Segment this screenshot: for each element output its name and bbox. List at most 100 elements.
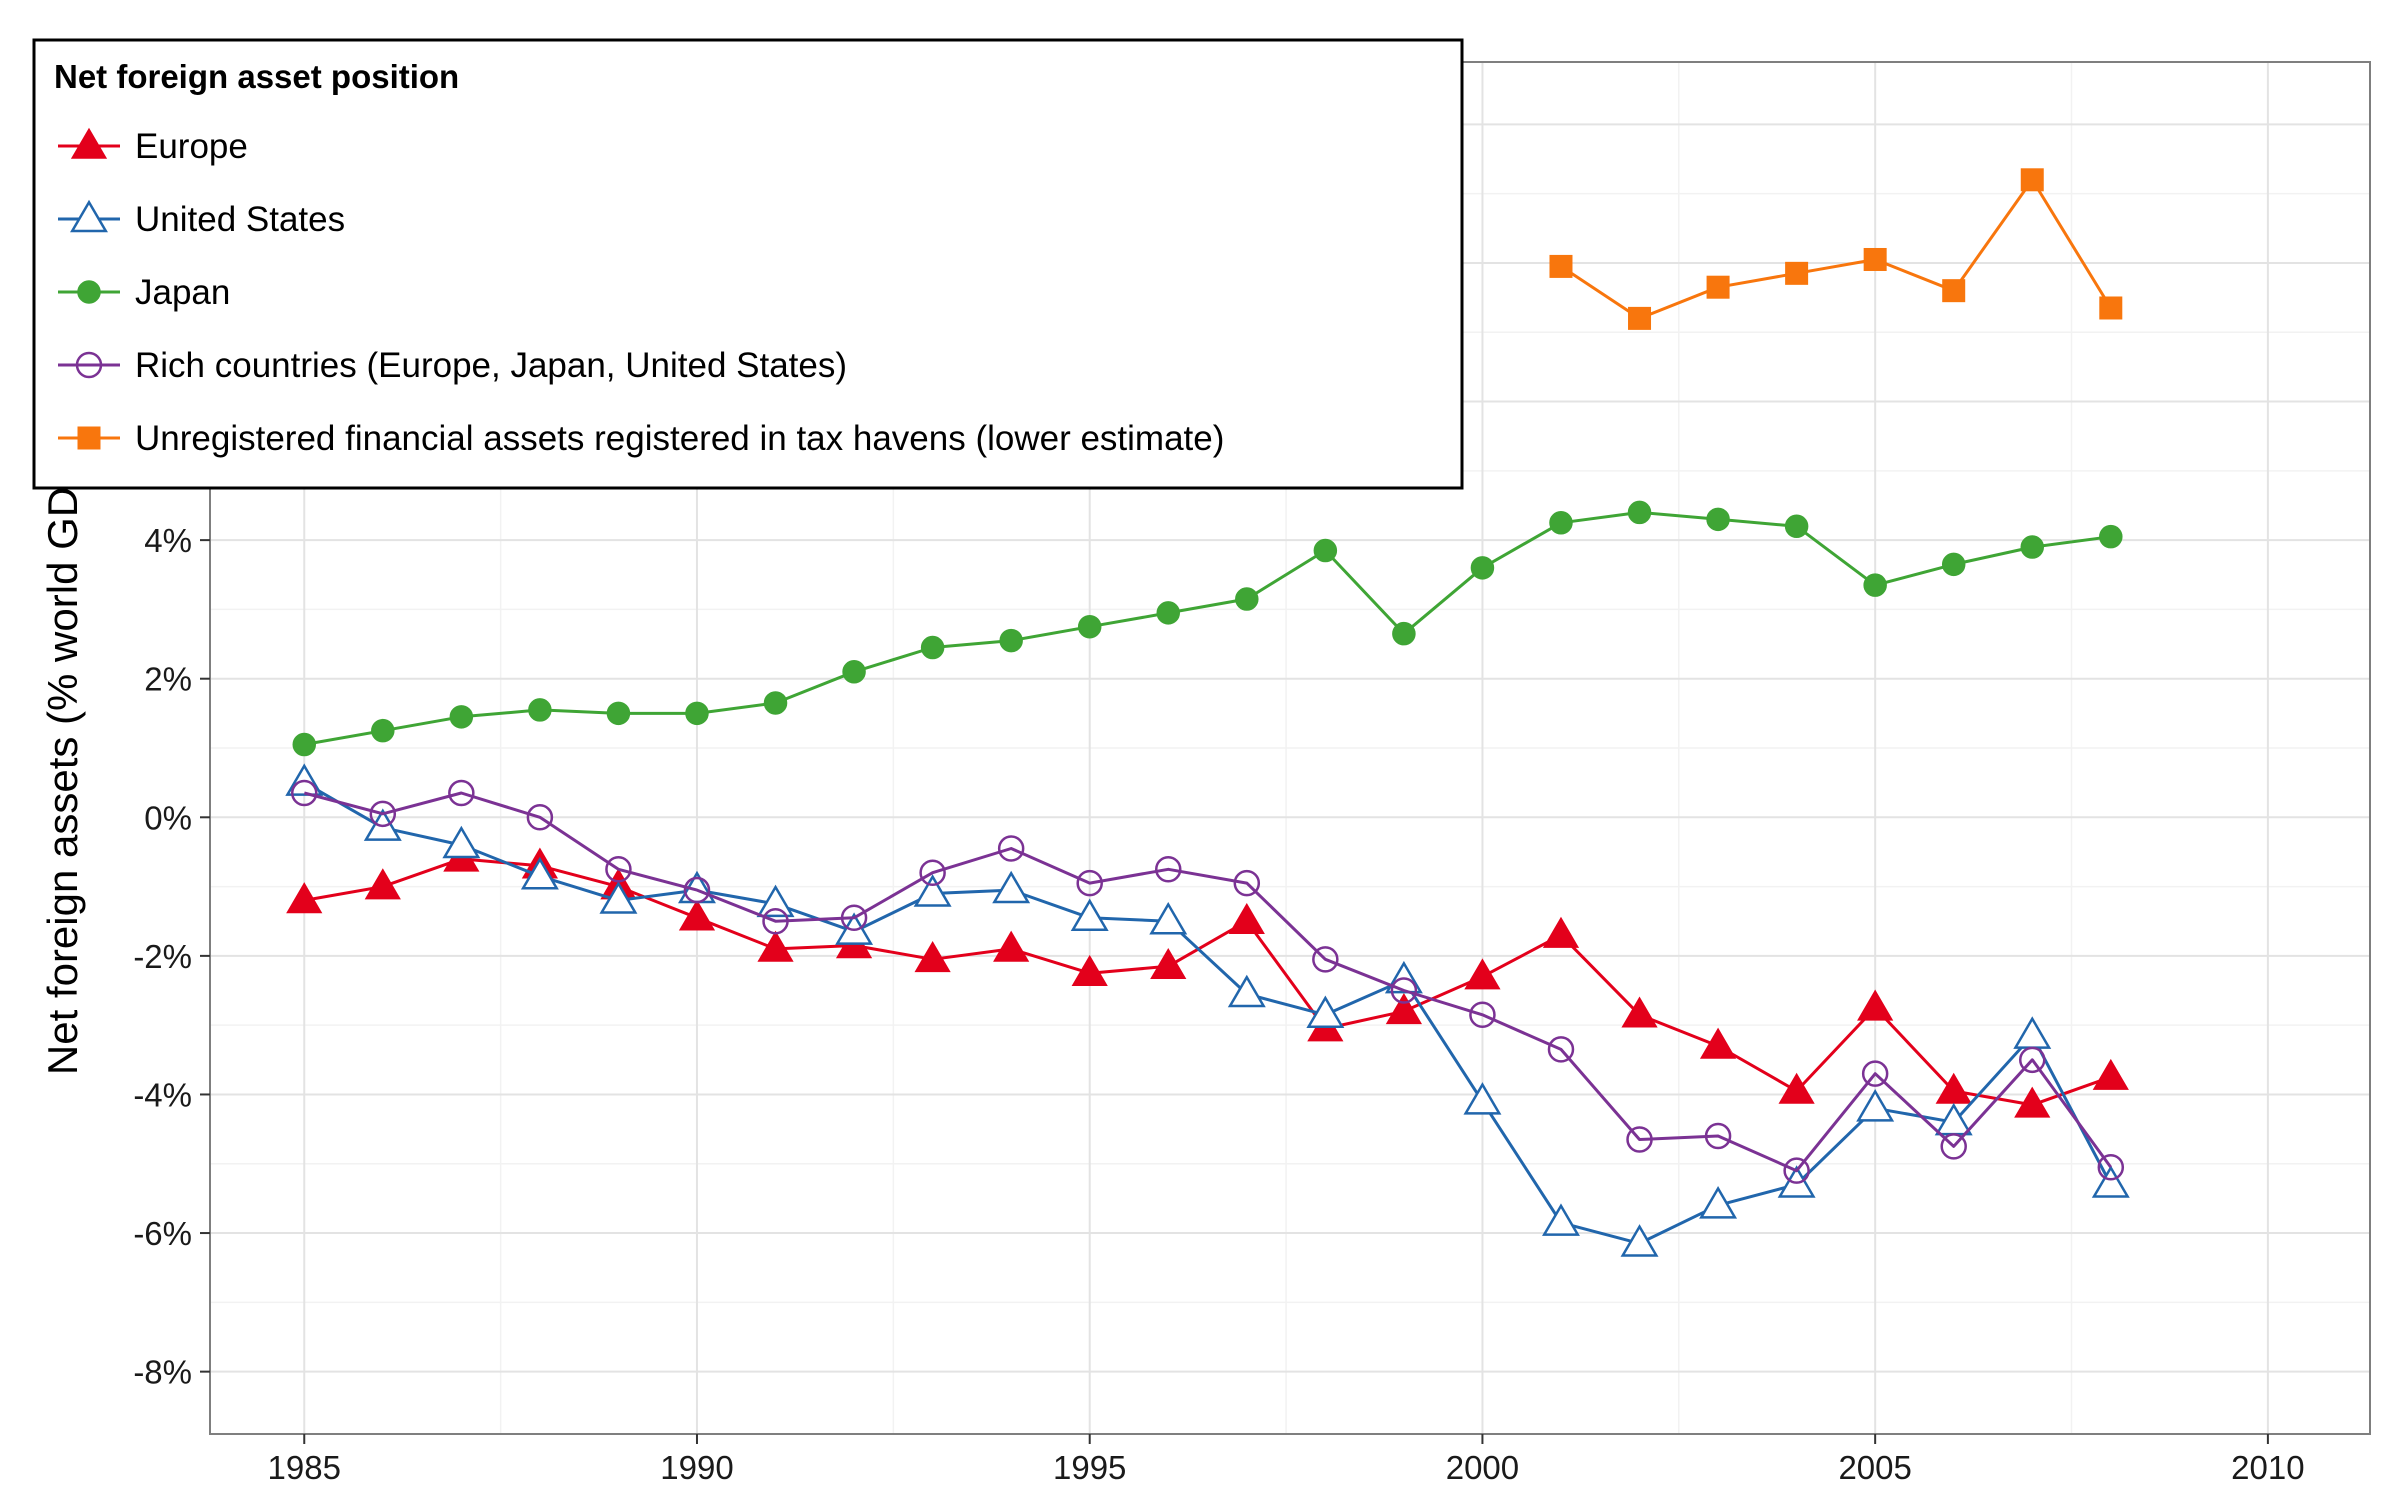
data-point xyxy=(1699,1186,1738,1219)
data-point xyxy=(1628,306,1652,330)
data-point xyxy=(993,930,1030,962)
y-tick-label: -2% xyxy=(133,938,192,975)
data-point xyxy=(1861,1060,1889,1087)
legend-label: Unregistered financial assets registered… xyxy=(135,419,1224,458)
data-point xyxy=(685,701,709,726)
data-point xyxy=(449,705,474,729)
legend-marker-swatch xyxy=(77,280,101,304)
data-point xyxy=(1071,954,1108,986)
data-point xyxy=(2014,1086,2051,1118)
data-point xyxy=(1706,275,1730,299)
x-tick-label: 1985 xyxy=(268,1449,341,1486)
data-point xyxy=(369,800,397,828)
data-point xyxy=(448,779,475,807)
data-point xyxy=(1706,507,1730,532)
data-point xyxy=(762,907,789,935)
series-group xyxy=(1549,168,2123,330)
legend-box xyxy=(32,38,1464,490)
data-point xyxy=(1621,996,1658,1028)
data-point xyxy=(992,870,1031,904)
data-point xyxy=(364,868,401,900)
data-point xyxy=(2092,1058,2129,1090)
series-line xyxy=(303,791,2113,1173)
data-point xyxy=(1470,556,1495,580)
data-point xyxy=(1549,511,1573,535)
x-tick-label: 1990 xyxy=(660,1449,733,1486)
data-point xyxy=(2020,168,2044,192)
data-point xyxy=(2019,1046,2046,1074)
y-tick-label: -6% xyxy=(133,1215,192,1252)
data-point xyxy=(840,904,868,932)
y-axis-title: Net foreign assets (% world GDP) xyxy=(39,445,86,1075)
data-point xyxy=(1627,500,1652,525)
y-tick-label: 4% xyxy=(144,522,192,559)
legend-item: Unregistered financial assets registered… xyxy=(58,419,1224,458)
data-point xyxy=(1070,898,1109,932)
data-point xyxy=(1784,514,1809,539)
series-line xyxy=(304,510,2111,746)
x-tick-label: 1995 xyxy=(1053,1449,1126,1486)
data-point xyxy=(442,825,481,859)
data-point xyxy=(1156,601,1181,625)
data-point xyxy=(1699,1027,1737,1059)
data-point xyxy=(526,804,554,831)
data-point xyxy=(842,660,866,684)
data-point xyxy=(2099,524,2123,549)
data-point xyxy=(1235,587,1259,611)
legend-label: Japan xyxy=(135,273,230,312)
legend-marker-swatch xyxy=(77,426,101,450)
data-point xyxy=(914,941,951,973)
legend-marker-swatch xyxy=(75,351,103,379)
data-point xyxy=(1863,573,1887,597)
data-point xyxy=(292,732,317,757)
data-point xyxy=(1542,916,1580,948)
data-point xyxy=(1228,902,1265,934)
data-point xyxy=(599,881,638,914)
x-tick-label: 2000 xyxy=(1446,1449,1519,1486)
data-point xyxy=(1390,977,1418,1004)
data-point xyxy=(1857,989,1894,1021)
data-point xyxy=(1306,995,1345,1029)
data-point xyxy=(919,859,946,886)
data-point xyxy=(1704,1122,1732,1150)
data-point xyxy=(757,930,794,962)
legend-marker-swatch xyxy=(70,199,108,233)
data-point xyxy=(1856,1089,1895,1122)
data-point xyxy=(2091,1165,2130,1198)
data-point xyxy=(1620,1224,1659,1257)
legend-item: Europe xyxy=(58,127,248,166)
data-point xyxy=(1547,1036,1575,1063)
data-point xyxy=(1549,254,1573,278)
data-point xyxy=(1313,538,1338,563)
data-point xyxy=(1150,947,1187,980)
data-point xyxy=(528,698,552,722)
data-point xyxy=(1542,1203,1580,1236)
data-point xyxy=(2099,296,2123,320)
data-point xyxy=(520,856,559,890)
legend-marker-swatch xyxy=(70,127,108,159)
data-point xyxy=(1785,261,1809,285)
data-point xyxy=(1076,869,1103,897)
data-point xyxy=(1312,946,1339,973)
data-point xyxy=(1626,1126,1653,1153)
x-tick-label: 2005 xyxy=(1838,1449,1911,1486)
y-tick-label: 0% xyxy=(144,799,192,836)
data-point xyxy=(2020,535,2045,559)
legend-label: United States xyxy=(135,200,345,239)
legend-item: Japan xyxy=(58,273,230,312)
y-tick-label: -8% xyxy=(133,1354,192,1391)
legend-title: Net foreign asset position xyxy=(54,58,459,95)
data-point xyxy=(605,856,632,883)
series-line xyxy=(1560,178,2113,320)
y-tick-label: -4% xyxy=(133,1076,192,1113)
series-line xyxy=(304,857,2112,1107)
data-point xyxy=(1783,1157,1810,1184)
data-point xyxy=(756,884,795,918)
data-point xyxy=(1077,614,1102,639)
data-point xyxy=(1233,869,1261,897)
data-point xyxy=(763,691,788,715)
legend-label: Europe xyxy=(135,127,248,166)
data-point xyxy=(999,628,1023,653)
data-point xyxy=(1155,856,1182,883)
